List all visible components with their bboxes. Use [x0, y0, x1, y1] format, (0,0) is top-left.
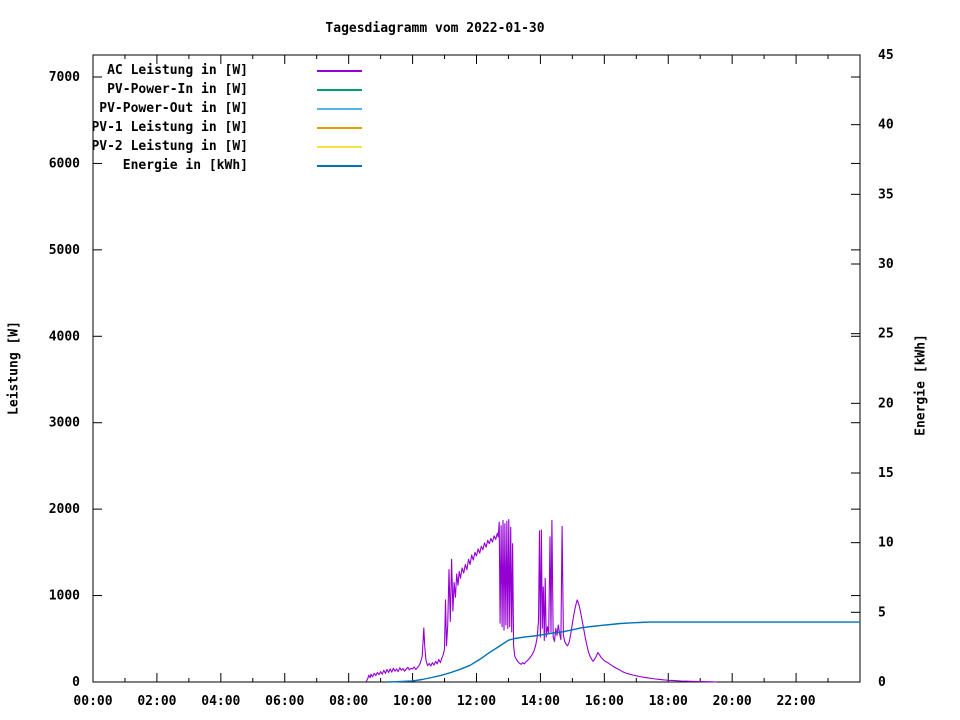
y-tick-label: 6000 — [49, 156, 80, 171]
y-tick-label: 2000 — [49, 502, 80, 517]
y-tick-label: 5000 — [49, 243, 80, 258]
series-ac-leistung-in-w- — [365, 518, 717, 683]
x-tick-label: 22:00 — [777, 694, 816, 709]
x-tick-label: 20:00 — [713, 694, 752, 709]
y-tick-label: 0 — [72, 675, 80, 690]
y2-axis-ticks: 0 5 10 15 20 25 30 35 40 45 — [851, 48, 894, 690]
x-tick-label: 18:00 — [649, 694, 688, 709]
plot-border — [92, 54, 861, 683]
y-tick-label: 4000 — [49, 329, 80, 344]
y-tick-label: 3000 — [49, 416, 80, 431]
x-tick-label: 02:00 — [137, 694, 176, 709]
y-axis-ticks: 0 1000 2000 3000 4000 5000 6000 7000 — [49, 70, 860, 690]
y2-tick-label: 35 — [878, 187, 894, 202]
y2-tick-label: 45 — [878, 48, 894, 63]
y2-tick-label: 30 — [878, 257, 894, 272]
x-tick-label: 16:00 — [585, 694, 624, 709]
y-tick-label: 1000 — [49, 589, 80, 604]
x-axis-labels: 00:00 02:00 04:00 06:00 08:00 10:00 12:00 14:00… — [73, 694, 815, 709]
y2-tick-label: 5 — [878, 605, 886, 620]
y2-tick-label: 40 — [878, 118, 894, 133]
y-tick-label: 7000 — [49, 70, 80, 85]
x-tick-label: 08:00 — [329, 694, 368, 709]
y2-axis-title: Energie [kWh] — [913, 334, 929, 436]
y2-tick-label: 0 — [878, 675, 886, 690]
x-tick-label: 12:00 — [457, 694, 496, 709]
x-axis-ticks — [92, 55, 861, 682]
y2-tick-label: 20 — [878, 396, 894, 411]
x-tick-label: 00:00 — [73, 694, 112, 709]
x-tick-label: 06:00 — [265, 694, 304, 709]
y2-tick-label: 10 — [878, 536, 894, 551]
x-tick-label: 10:00 — [393, 694, 432, 709]
y2-tick-label: 15 — [878, 466, 894, 481]
x-tick-label: 14:00 — [521, 694, 560, 709]
x-tick-label: 04:00 — [201, 694, 240, 709]
y-axis-title: Leistung [W] — [6, 321, 22, 415]
series-energie-in-kwh- — [386, 621, 860, 683]
chart-title: Tagesdiagramm vom 2022-01-30 — [325, 21, 545, 36]
y2-tick-label: 25 — [878, 327, 894, 342]
